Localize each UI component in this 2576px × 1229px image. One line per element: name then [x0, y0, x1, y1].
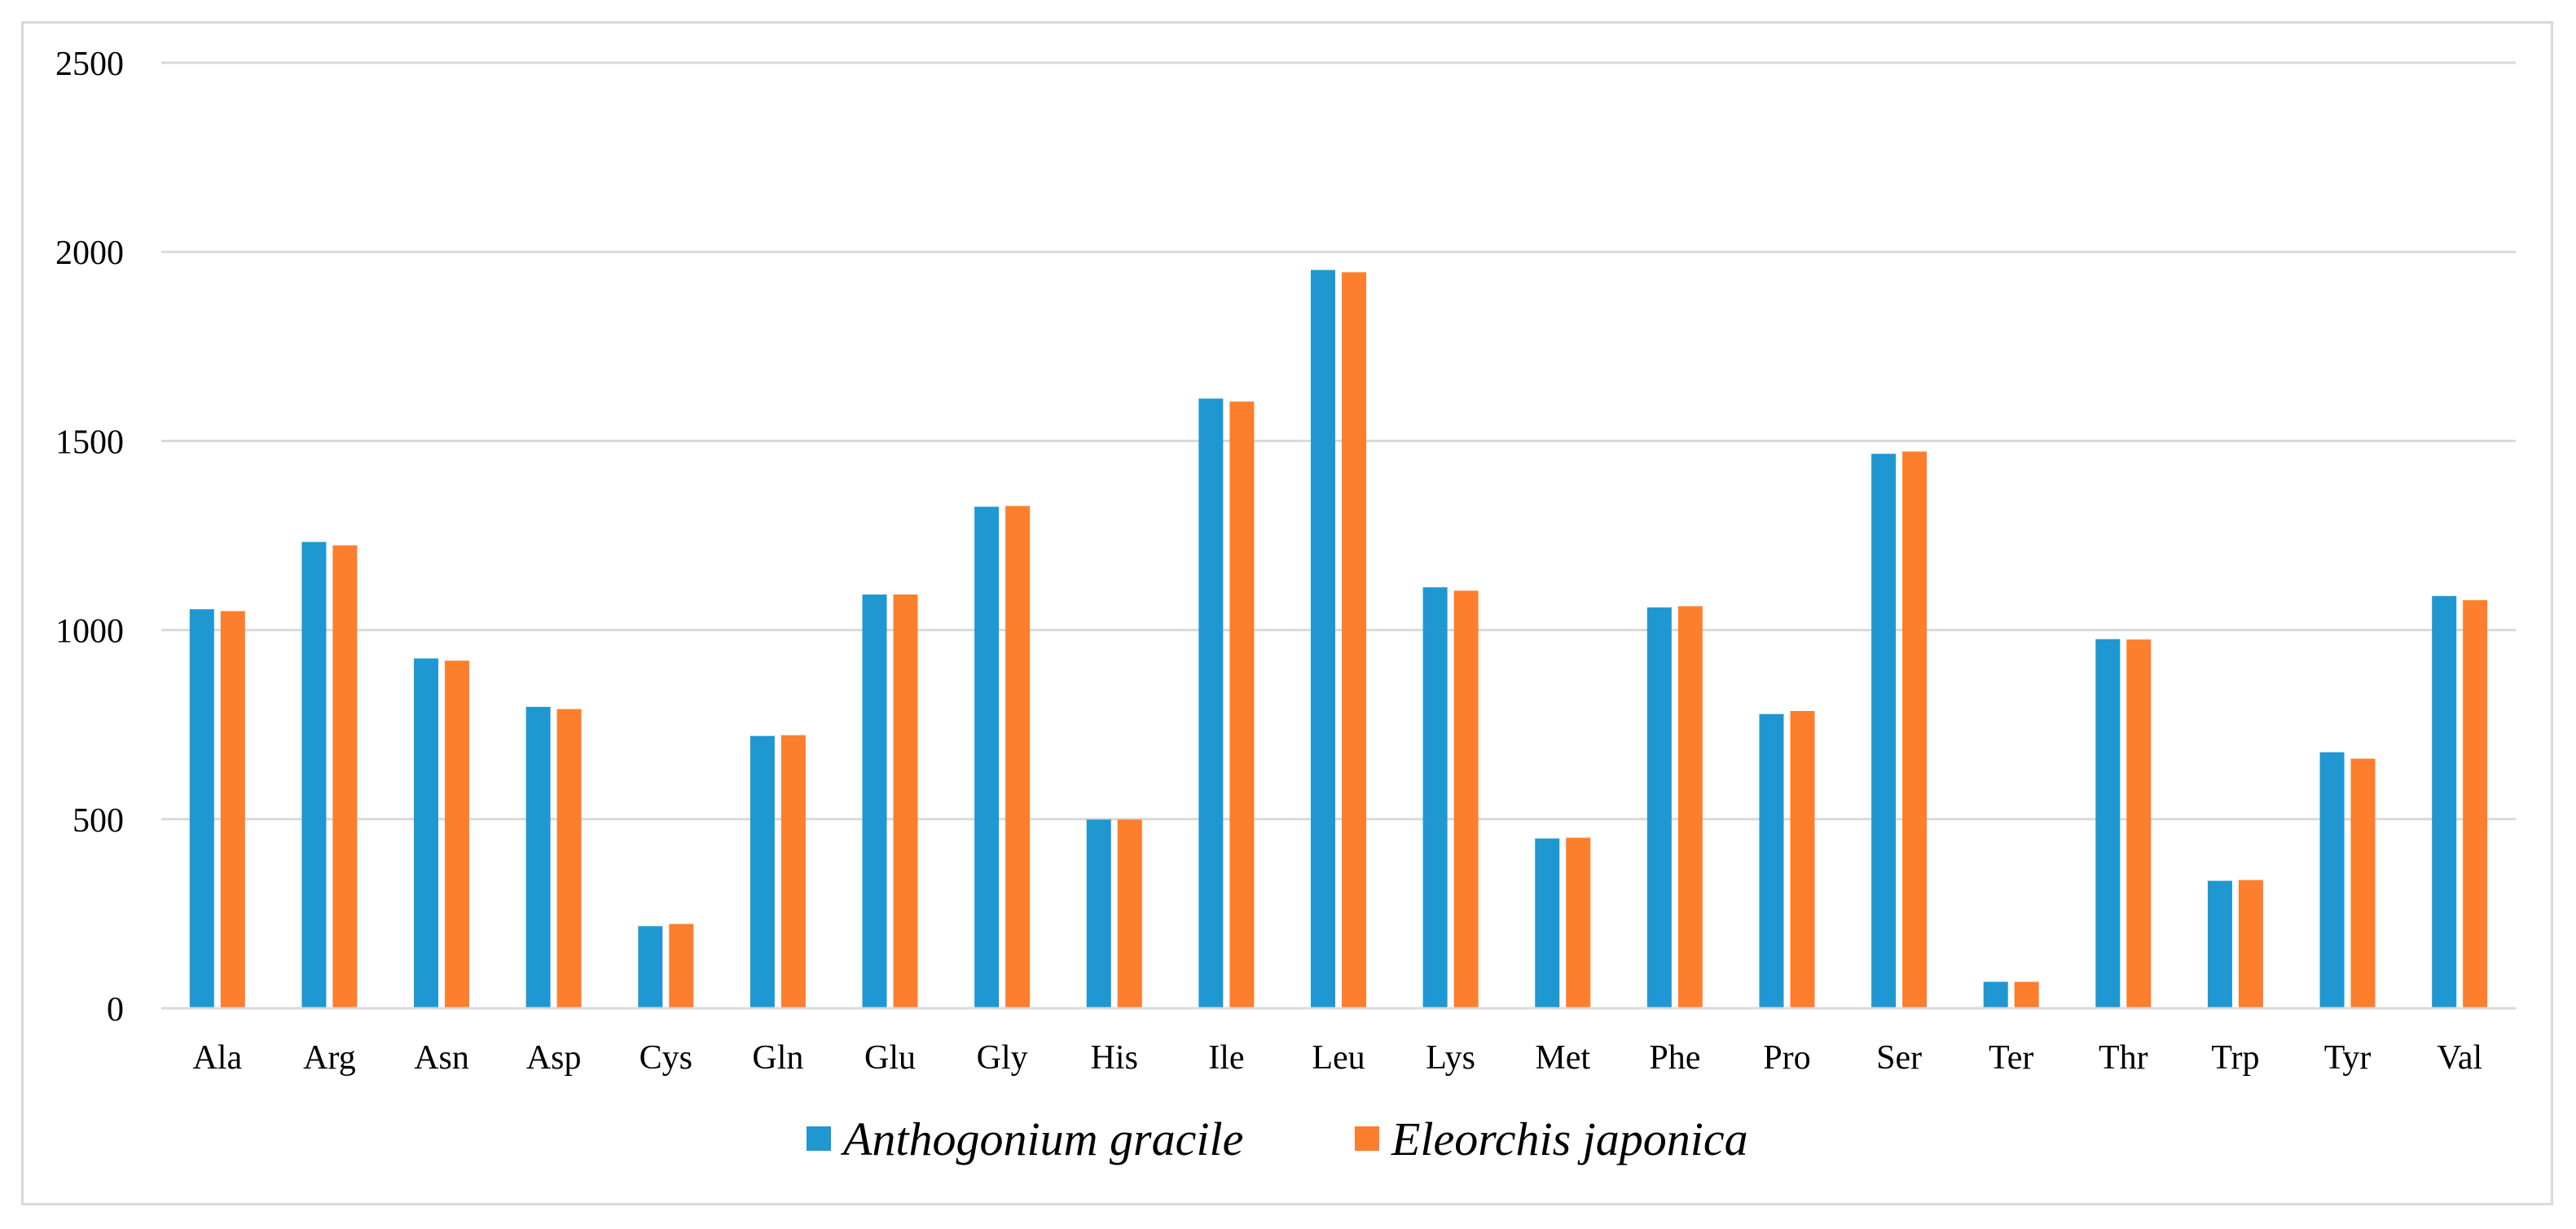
y-tick-label: 1000 — [55, 613, 124, 651]
x-tick-label: Pro — [1763, 1039, 1810, 1077]
bar-eleorchis-japonica-asp — [556, 709, 582, 1008]
bar-anthogonium-gracile-gln — [750, 735, 775, 1008]
bar-anthogonium-gracile-glu — [862, 594, 887, 1008]
bar-anthogonium-gracile-arg — [301, 542, 327, 1008]
bar-eleorchis-japonica-glu — [893, 594, 918, 1008]
bars — [189, 270, 2488, 1008]
y-tick-label: 1500 — [55, 424, 124, 461]
legend-label: Eleorchis japonica — [1391, 1113, 1748, 1165]
bar-anthogonium-gracile-pro — [1759, 713, 1784, 1008]
bar-anthogonium-gracile-thr — [2095, 639, 2121, 1008]
x-tick-label: Asn — [414, 1039, 469, 1077]
bar-anthogonium-gracile-lys — [1422, 587, 1448, 1008]
bar-anthogonium-gracile-ter — [1983, 981, 2008, 1008]
x-tick-label: Ile — [1208, 1039, 1244, 1077]
x-axis-ticks: Ala Arg Asn Asp Cys Gln Glu Gly His Ile Leu Lys Met P… — [192, 1039, 2482, 1077]
x-tick-label: Ala — [192, 1039, 242, 1077]
bar-eleorchis-japonica-ser — [1902, 451, 1928, 1008]
bar-anthogonium-gracile-cys — [638, 926, 663, 1008]
x-tick-label: Asp — [526, 1039, 582, 1077]
bar-anthogonium-gracile-tyr — [2319, 752, 2345, 1008]
bar-eleorchis-japonica-leu — [1342, 272, 1366, 1008]
bar-eleorchis-japonica-his — [1117, 819, 1142, 1008]
x-tick-label: Ter — [1989, 1039, 2033, 1077]
x-tick-label: Val — [2437, 1039, 2482, 1077]
y-tick-label: 2500 — [55, 46, 124, 83]
bar-eleorchis-japonica-cys — [669, 924, 694, 1008]
bar-anthogonium-gracile-trp — [2207, 880, 2232, 1008]
bar-anthogonium-gracile-ser — [1871, 454, 1897, 1008]
x-tick-label: Ser — [1876, 1039, 1922, 1077]
x-tick-label: Trp — [2211, 1039, 2259, 1077]
y-tick-label: 0 — [107, 991, 124, 1029]
bar-eleorchis-japonica-asn — [445, 661, 470, 1008]
x-tick-label: Arg — [303, 1039, 356, 1077]
x-tick-label: Cys — [640, 1039, 692, 1077]
y-tick-label: 2000 — [55, 235, 124, 272]
y-axis-ticks: 0 500 1000 1500 2000 2500 — [55, 46, 124, 1029]
bar-anthogonium-gracile-met — [1535, 838, 1560, 1008]
bar-eleorchis-japonica-tyr — [2350, 758, 2376, 1008]
bar-anthogonium-gracile-val — [2432, 595, 2457, 1008]
y-tick-label: 500 — [73, 802, 124, 840]
bar-eleorchis-japonica-ile — [1229, 402, 1255, 1008]
bar-eleorchis-japonica-trp — [2238, 880, 2263, 1008]
legend: Anthogonium gracile Eleorchis japonica — [807, 1113, 1748, 1165]
bar-anthogonium-gracile-phe — [1646, 607, 1672, 1008]
x-tick-label: Thr — [2099, 1039, 2148, 1077]
x-tick-label: Glu — [864, 1039, 916, 1077]
x-tick-label: Gly — [977, 1039, 1028, 1077]
x-tick-label: Leu — [1312, 1039, 1365, 1077]
bar-eleorchis-japonica-pro — [1790, 710, 1815, 1008]
x-tick-label: Lys — [1426, 1039, 1475, 1077]
bar-anthogonium-gracile-asn — [414, 658, 439, 1008]
bar-eleorchis-japonica-ter — [2014, 981, 2039, 1008]
x-tick-label: Met — [1535, 1039, 1590, 1077]
bar-eleorchis-japonica-val — [2463, 599, 2488, 1008]
bar-anthogonium-gracile-asp — [525, 706, 551, 1008]
bar-anthogonium-gracile-his — [1086, 819, 1111, 1008]
x-tick-label: His — [1091, 1039, 1138, 1077]
bar-anthogonium-gracile-gly — [974, 507, 1000, 1008]
legend-swatch — [1355, 1126, 1379, 1151]
legend-label: Anthogonium gracile — [840, 1113, 1243, 1165]
bar-eleorchis-japonica-lys — [1453, 590, 1479, 1008]
x-tick-label: Gln — [752, 1039, 803, 1077]
bar-eleorchis-japonica-met — [1566, 837, 1591, 1008]
bar-eleorchis-japonica-ala — [220, 611, 245, 1008]
bar-anthogonium-gracile-ala — [189, 609, 214, 1008]
bar-eleorchis-japonica-gly — [1005, 506, 1031, 1008]
x-tick-label: Tyr — [2324, 1039, 2372, 1077]
bar-eleorchis-japonica-gln — [780, 735, 806, 1008]
x-tick-label: Phe — [1649, 1039, 1700, 1077]
bar-eleorchis-japonica-arg — [332, 545, 358, 1008]
bar-eleorchis-japonica-thr — [2126, 639, 2152, 1008]
legend-swatch — [807, 1126, 831, 1151]
bar-anthogonium-gracile-leu — [1311, 270, 1335, 1008]
gridlines — [161, 61, 2516, 821]
bar-eleorchis-japonica-phe — [1677, 606, 1703, 1008]
bar-anthogonium-gracile-ile — [1198, 398, 1224, 1008]
